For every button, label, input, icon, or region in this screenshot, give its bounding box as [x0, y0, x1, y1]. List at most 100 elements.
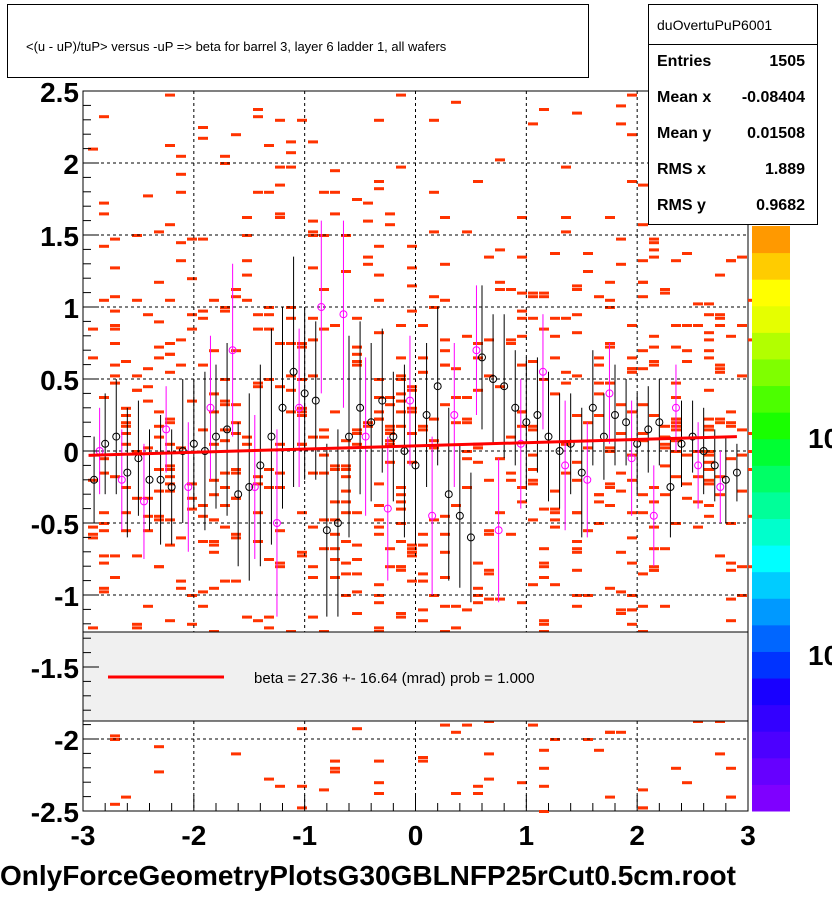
histogram-cell [352, 612, 362, 615]
stats-label: Entries [657, 53, 712, 70]
histogram-cell [726, 410, 736, 414]
histogram-cell [737, 324, 747, 327]
histogram-cell [308, 374, 318, 378]
histogram-cell [407, 554, 417, 558]
histogram-cell [561, 471, 571, 475]
histogram-cell [352, 543, 362, 547]
histogram-cell [682, 349, 692, 353]
palette-cell [752, 358, 790, 387]
histogram-cell [253, 381, 263, 385]
profile-black-point [223, 425, 232, 434]
histogram-cell [187, 313, 197, 317]
histogram-cell [726, 597, 736, 601]
histogram-cell [253, 619, 263, 623]
axis-ticks [82, 90, 749, 812]
histogram-cell [429, 417, 439, 421]
histogram-cell [440, 298, 450, 302]
histogram-cell [572, 414, 582, 417]
histogram-cell [297, 118, 307, 122]
histogram-cell [561, 442, 571, 446]
histogram-cell [264, 777, 274, 781]
histogram-cell [231, 471, 241, 475]
profile-magenta-point [295, 403, 304, 412]
histogram-cell [154, 518, 164, 522]
histogram-cell [605, 381, 615, 385]
y-tick-label: 1 [63, 293, 79, 324]
profile-black-point [466, 533, 475, 542]
histogram-cell [506, 435, 516, 439]
histogram-cell [627, 324, 637, 327]
histogram-cell [627, 622, 637, 626]
histogram-cell [253, 313, 263, 317]
histogram-cell [385, 396, 395, 399]
histogram-cell [187, 507, 197, 511]
histogram-cell [286, 374, 296, 378]
histogram-cell [121, 421, 131, 425]
histogram-cell [605, 342, 615, 345]
histogram-cell [418, 424, 428, 428]
histogram-cell [616, 590, 626, 594]
histogram-cell [165, 298, 175, 302]
histogram-cell [121, 511, 131, 515]
histogram-cell [473, 356, 483, 360]
histogram-cell [132, 496, 142, 500]
histogram-cell [176, 259, 186, 263]
histogram-cell [88, 356, 98, 360]
histogram-cell [99, 298, 109, 302]
histogram-cell [319, 518, 329, 522]
y-tick-label: -2.5 [31, 797, 79, 828]
profile-black-point [577, 468, 586, 477]
histogram-cell [517, 316, 527, 320]
palette-cell [752, 624, 790, 652]
histogram-cell [165, 489, 175, 493]
histogram-cell [484, 338, 494, 342]
profile-black-point [622, 418, 631, 427]
palette-cell [752, 491, 790, 519]
x-tick-label: -1 [292, 820, 317, 851]
histogram-cell [165, 442, 175, 446]
histogram-cell [165, 543, 175, 547]
histogram-cell [682, 781, 692, 785]
histogram-cell [638, 788, 648, 792]
histogram-cell [209, 478, 219, 482]
histogram-cell [209, 392, 219, 396]
histogram-cell [583, 446, 593, 450]
histogram-cell [572, 460, 582, 464]
histogram-cell [473, 561, 483, 565]
histogram-cell [462, 417, 472, 421]
histogram-cell [396, 374, 406, 378]
histogram-cell [165, 370, 175, 374]
histogram-cell [550, 334, 560, 338]
histogram-cell [528, 316, 538, 320]
histogram-cell [198, 540, 208, 543]
histogram-cell [616, 403, 626, 407]
palette-cell [752, 518, 790, 546]
histogram-cell [572, 540, 582, 543]
histogram-cell [110, 342, 120, 345]
file-name-footer: OnlyForceGeometryPlotsG30GBLNFP25rCut0.5… [0, 860, 736, 891]
histogram-cell [231, 133, 241, 137]
profile-black-point [721, 475, 730, 484]
histogram-cell [517, 500, 527, 504]
histogram-cell [715, 370, 725, 374]
histogram-cell [572, 331, 582, 335]
histogram-cell [440, 262, 450, 266]
histogram-cell [231, 496, 241, 500]
histogram-cell [143, 529, 153, 533]
profile-black-point [677, 439, 686, 448]
histogram-cell [143, 514, 153, 518]
histogram-cell [594, 414, 604, 417]
histogram-cell [407, 432, 417, 435]
histogram-cell [539, 561, 549, 565]
histogram-cell [440, 403, 450, 407]
palette-cell [752, 651, 790, 679]
histogram-cells [88, 93, 758, 813]
histogram-cell [308, 140, 318, 144]
histogram-cell [594, 356, 604, 360]
histogram-cell [539, 784, 549, 788]
profile-black-point [544, 432, 553, 441]
histogram-cell [550, 489, 560, 493]
histogram-cell [374, 396, 384, 399]
histogram-cell [341, 439, 351, 443]
histogram-cell [187, 277, 197, 281]
